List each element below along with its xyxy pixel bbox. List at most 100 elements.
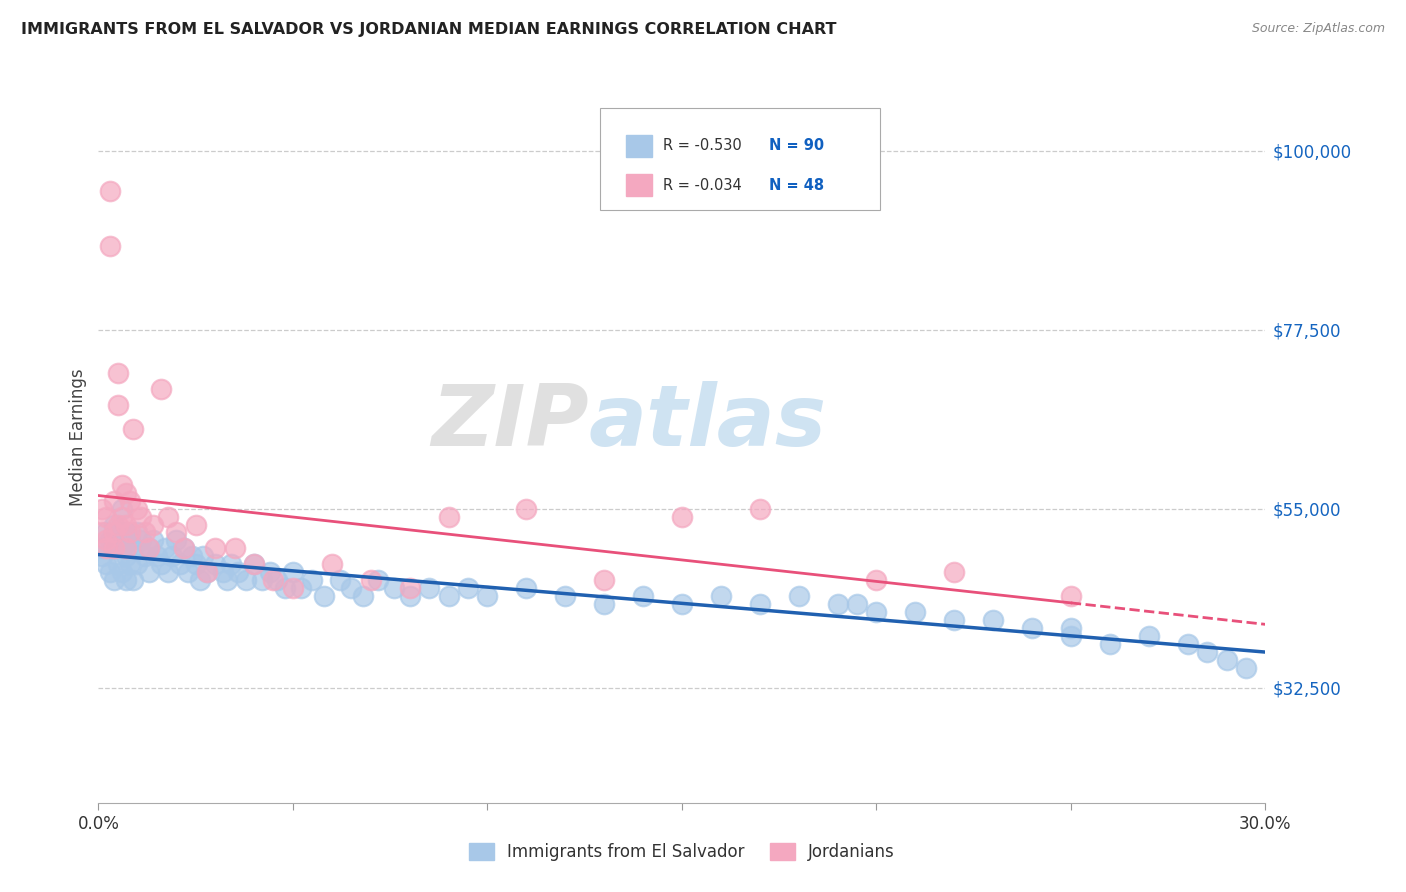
Point bbox=[165, 533, 187, 548]
Point bbox=[827, 597, 849, 611]
Point bbox=[329, 573, 352, 587]
Point bbox=[96, 525, 118, 540]
Point bbox=[114, 525, 136, 540]
Point bbox=[98, 239, 121, 253]
Point bbox=[204, 558, 226, 572]
Text: atlas: atlas bbox=[589, 381, 827, 464]
Point bbox=[127, 525, 149, 540]
Text: N = 90: N = 90 bbox=[769, 138, 824, 153]
Point bbox=[259, 566, 281, 580]
Point bbox=[340, 581, 363, 595]
Point bbox=[107, 367, 129, 381]
Point bbox=[301, 573, 323, 587]
Point bbox=[193, 549, 215, 564]
Point bbox=[274, 581, 297, 595]
Point bbox=[134, 549, 156, 564]
FancyBboxPatch shape bbox=[626, 175, 651, 196]
Point bbox=[98, 184, 121, 198]
Point bbox=[981, 613, 1004, 627]
Point bbox=[173, 541, 195, 556]
Point bbox=[103, 525, 125, 540]
Point bbox=[142, 517, 165, 532]
Point bbox=[215, 573, 238, 587]
Text: N = 48: N = 48 bbox=[769, 178, 824, 193]
Point bbox=[846, 597, 869, 611]
Text: ZIP: ZIP bbox=[430, 381, 589, 464]
Point bbox=[114, 549, 136, 564]
Point bbox=[96, 541, 118, 556]
Point bbox=[111, 477, 134, 491]
Point bbox=[593, 573, 616, 587]
Point bbox=[162, 549, 184, 564]
Point bbox=[103, 541, 125, 556]
Point bbox=[352, 589, 374, 603]
Point bbox=[91, 501, 114, 516]
Point bbox=[118, 533, 141, 548]
Point bbox=[103, 517, 125, 532]
Point bbox=[266, 573, 288, 587]
Point bbox=[1060, 629, 1083, 643]
Point bbox=[437, 509, 460, 524]
Point bbox=[943, 566, 966, 580]
Point bbox=[515, 581, 537, 595]
Point bbox=[114, 517, 136, 532]
Point bbox=[631, 589, 654, 603]
Point bbox=[149, 383, 172, 397]
Point bbox=[127, 558, 149, 572]
Point bbox=[1098, 637, 1121, 651]
Point bbox=[710, 589, 733, 603]
Point bbox=[671, 597, 693, 611]
Point bbox=[142, 533, 165, 548]
Point bbox=[91, 541, 114, 556]
Point bbox=[367, 573, 389, 587]
Point bbox=[904, 605, 927, 619]
Point bbox=[290, 581, 312, 595]
Point bbox=[195, 566, 218, 580]
Point bbox=[91, 525, 114, 540]
Point bbox=[157, 566, 180, 580]
FancyBboxPatch shape bbox=[626, 135, 651, 157]
Point bbox=[180, 549, 202, 564]
Point bbox=[224, 541, 246, 556]
Point bbox=[1195, 645, 1218, 659]
Point bbox=[138, 566, 160, 580]
Point bbox=[107, 525, 129, 540]
Point bbox=[107, 558, 129, 572]
Point bbox=[118, 493, 141, 508]
Point bbox=[103, 493, 125, 508]
Point bbox=[169, 558, 191, 572]
Point bbox=[153, 541, 176, 556]
Point bbox=[382, 581, 405, 595]
Point bbox=[554, 589, 576, 603]
Point bbox=[235, 573, 257, 587]
Point bbox=[188, 573, 211, 587]
Point bbox=[129, 533, 152, 548]
Point bbox=[107, 398, 129, 412]
Point bbox=[1021, 621, 1043, 635]
Point bbox=[103, 541, 125, 556]
Point bbox=[360, 573, 382, 587]
Point bbox=[1234, 660, 1257, 674]
Point bbox=[98, 533, 121, 548]
Text: Source: ZipAtlas.com: Source: ZipAtlas.com bbox=[1251, 22, 1385, 36]
Point bbox=[138, 541, 160, 556]
Text: IMMIGRANTS FROM EL SALVADOR VS JORDANIAN MEDIAN EARNINGS CORRELATION CHART: IMMIGRANTS FROM EL SALVADOR VS JORDANIAN… bbox=[21, 22, 837, 37]
Legend: Immigrants from El Salvador, Jordanians: Immigrants from El Salvador, Jordanians bbox=[463, 836, 901, 868]
Point bbox=[165, 525, 187, 540]
Point bbox=[1177, 637, 1199, 651]
Point bbox=[204, 541, 226, 556]
Point bbox=[228, 566, 250, 580]
Point bbox=[515, 501, 537, 516]
Point bbox=[122, 422, 145, 436]
Point bbox=[398, 589, 420, 603]
Point bbox=[149, 558, 172, 572]
Point bbox=[114, 485, 136, 500]
Point bbox=[243, 558, 266, 572]
Point bbox=[114, 573, 136, 587]
Point bbox=[96, 533, 118, 548]
Point bbox=[865, 605, 887, 619]
Point bbox=[129, 509, 152, 524]
Point bbox=[787, 589, 810, 603]
Point bbox=[748, 597, 770, 611]
Point bbox=[111, 566, 134, 580]
